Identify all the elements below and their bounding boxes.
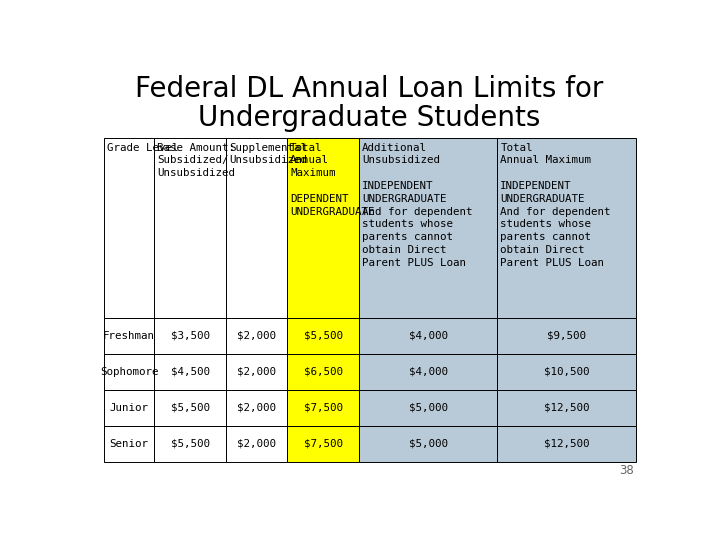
Text: $4,500: $4,500 bbox=[171, 367, 210, 377]
Bar bbox=[359, 354, 498, 390]
Bar bbox=[498, 138, 636, 318]
Text: 38: 38 bbox=[619, 464, 634, 477]
Text: $2,000: $2,000 bbox=[238, 403, 276, 413]
Text: $2,000: $2,000 bbox=[238, 439, 276, 449]
Text: Undergraduate Students: Undergraduate Students bbox=[198, 104, 540, 132]
Text: Total
Annual
Maximum

DEPENDENT
UNDERGRADUATE: Total Annual Maximum DEPENDENT UNDERGRAD… bbox=[290, 143, 374, 217]
Bar bbox=[287, 426, 359, 462]
Text: Federal DL Annual Loan Limits for: Federal DL Annual Loan Limits for bbox=[135, 75, 603, 103]
Bar bbox=[104, 390, 155, 426]
Bar bbox=[287, 390, 359, 426]
Bar bbox=[498, 426, 636, 462]
Bar bbox=[155, 426, 226, 462]
Bar bbox=[226, 354, 287, 390]
Bar bbox=[155, 390, 226, 426]
Bar bbox=[498, 354, 636, 390]
Text: $4,000: $4,000 bbox=[409, 367, 448, 377]
Text: Junior: Junior bbox=[109, 403, 149, 413]
Bar bbox=[359, 390, 498, 426]
Text: $5,500: $5,500 bbox=[171, 403, 210, 413]
Text: Total
Annual Maximum

INDEPENDENT
UNDERGRADUATE
And for dependent
students whose: Total Annual Maximum INDEPENDENT UNDERGR… bbox=[500, 143, 611, 268]
Bar bbox=[104, 318, 155, 354]
Text: $9,500: $9,500 bbox=[547, 330, 586, 341]
Bar bbox=[104, 138, 155, 318]
Text: $7,500: $7,500 bbox=[304, 403, 343, 413]
Bar bbox=[359, 318, 498, 354]
Text: $4,000: $4,000 bbox=[409, 330, 448, 341]
Text: Sophomore: Sophomore bbox=[100, 367, 158, 377]
Text: $5,500: $5,500 bbox=[171, 439, 210, 449]
Text: Supplemental
Unsubsidized: Supplemental Unsubsidized bbox=[229, 143, 307, 165]
Bar bbox=[359, 426, 498, 462]
Text: $5,000: $5,000 bbox=[409, 439, 448, 449]
Text: $7,500: $7,500 bbox=[304, 439, 343, 449]
Bar bbox=[104, 426, 155, 462]
Bar bbox=[287, 138, 359, 318]
Text: $2,000: $2,000 bbox=[238, 367, 276, 377]
Bar bbox=[498, 390, 636, 426]
Bar bbox=[498, 318, 636, 354]
Text: $5,500: $5,500 bbox=[304, 330, 343, 341]
Text: $12,500: $12,500 bbox=[544, 439, 590, 449]
Text: Grade Level: Grade Level bbox=[107, 143, 179, 153]
Bar bbox=[155, 138, 226, 318]
Text: $12,500: $12,500 bbox=[544, 403, 590, 413]
Text: $10,500: $10,500 bbox=[544, 367, 590, 377]
Bar bbox=[155, 354, 226, 390]
Bar bbox=[226, 426, 287, 462]
Text: Additional
Unsubsidized

INDEPENDENT
UNDERGRADUATE
And for dependent
students wh: Additional Unsubsidized INDEPENDENT UNDE… bbox=[362, 143, 472, 268]
Text: Freshman: Freshman bbox=[103, 330, 156, 341]
Text: $3,500: $3,500 bbox=[171, 330, 210, 341]
Text: $6,500: $6,500 bbox=[304, 367, 343, 377]
Bar bbox=[226, 318, 287, 354]
Bar bbox=[287, 318, 359, 354]
Bar bbox=[104, 354, 155, 390]
Text: $2,000: $2,000 bbox=[238, 330, 276, 341]
Bar bbox=[359, 138, 498, 318]
Bar bbox=[155, 318, 226, 354]
Bar bbox=[226, 390, 287, 426]
Text: $5,000: $5,000 bbox=[409, 403, 448, 413]
Text: Senior: Senior bbox=[109, 439, 149, 449]
Bar bbox=[287, 354, 359, 390]
Bar bbox=[226, 138, 287, 318]
Text: Base Amount:
Subsidized/
Unsubsidized: Base Amount: Subsidized/ Unsubsidized bbox=[157, 143, 235, 178]
